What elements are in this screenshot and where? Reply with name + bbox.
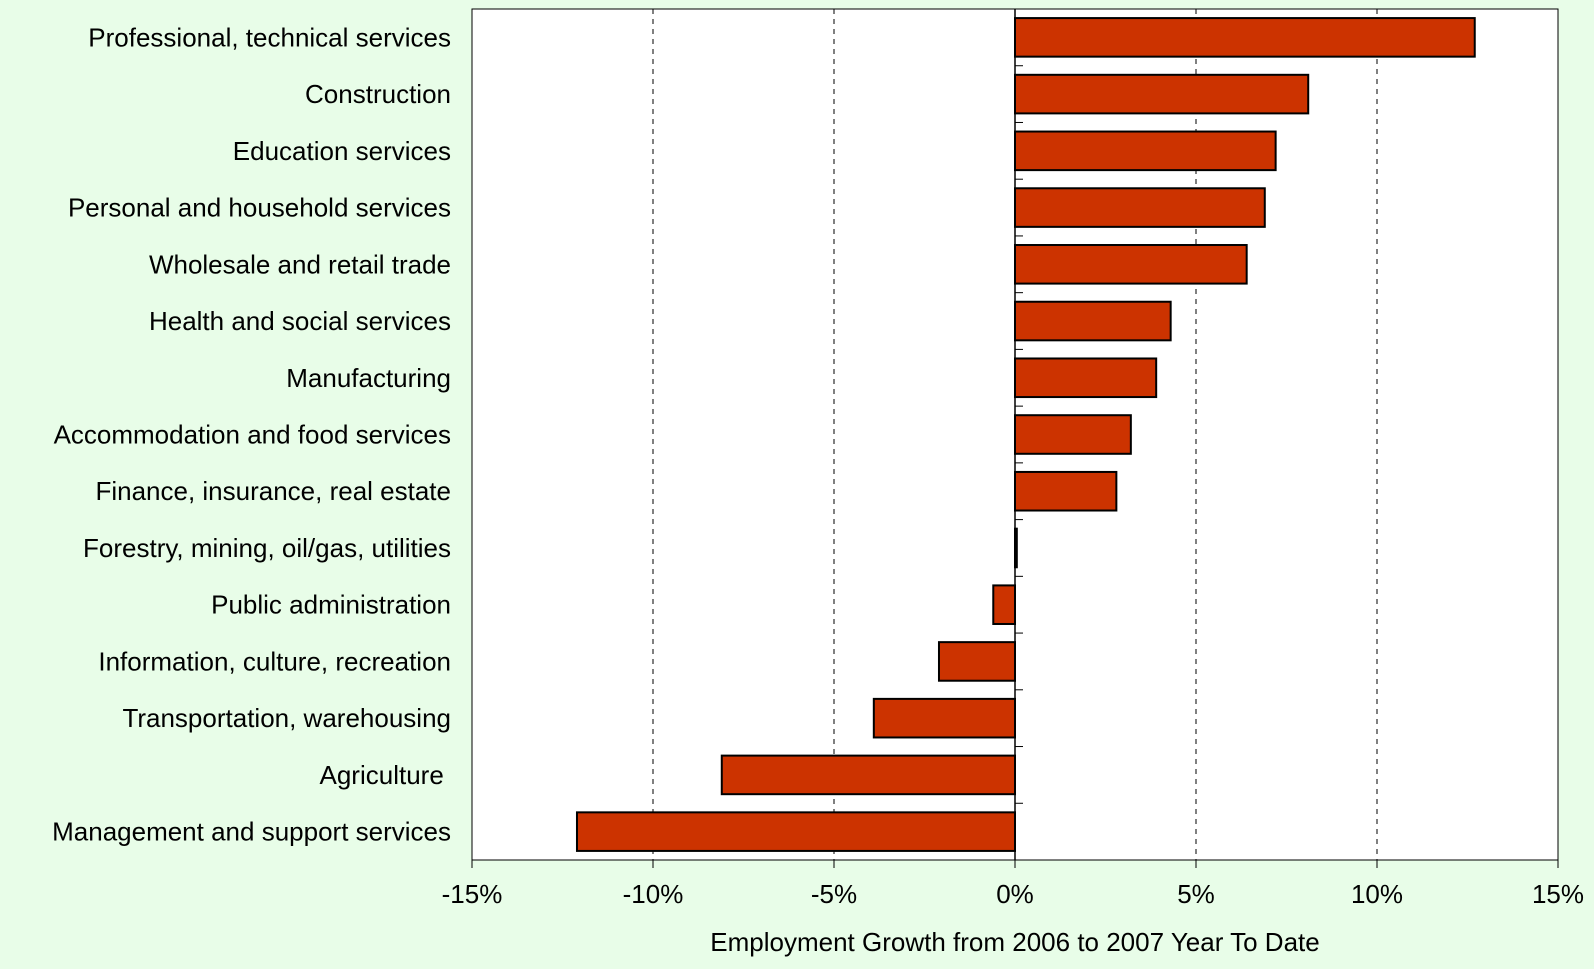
bar (872, 697, 1016, 739)
category-label: Wholesale and retail trade (149, 249, 451, 279)
category-label: Personal and household services (68, 193, 451, 223)
category-label: Agriculture (320, 760, 452, 790)
category-label: Education services (233, 136, 451, 166)
x-tick-label: 15% (1532, 879, 1584, 909)
category-label: Professional, technical services (88, 22, 451, 52)
bar (1014, 244, 1248, 285)
category-label: Manufacturing (286, 363, 451, 393)
bar (575, 811, 1016, 852)
category-label: Management and support services (52, 817, 451, 847)
bar (1014, 130, 1277, 172)
x-tick-label: 5% (1177, 879, 1215, 909)
x-tick-label: 10% (1351, 879, 1403, 909)
axes: -15% -10% -5% 0% 5% 10% 15% (442, 8, 1584, 909)
x-tick-label: -15% (442, 879, 503, 909)
bars (575, 17, 1476, 852)
x-tick-label: 0% (996, 879, 1034, 909)
category-label: Health and social services (149, 306, 451, 336)
bar (937, 641, 1016, 682)
category-labels: Professional, technical services Construc… (52, 22, 451, 846)
bar (1014, 73, 1310, 115)
x-axis-title: Employment Growth from 2006 to 2007 Year… (710, 927, 1319, 957)
x-tick-label: -10% (623, 879, 684, 909)
bar (720, 754, 1017, 796)
bar (1014, 187, 1266, 228)
category-label: Finance, insurance, real estate (95, 476, 451, 506)
category-label: Accommodation and food services (54, 420, 451, 450)
category-label: Public administration (211, 590, 451, 620)
category-label: Forestry, mining, oil/gas, utilities (83, 533, 451, 563)
bar (1014, 470, 1118, 512)
bar (1014, 357, 1158, 399)
x-tick-label: -5% (811, 879, 857, 909)
bar (992, 584, 1017, 625)
category-label: Information, culture, recreation (98, 646, 451, 676)
bar (1014, 17, 1476, 58)
bar (1014, 414, 1132, 455)
category-label: Construction (305, 79, 451, 109)
category-label: Transportation, warehousing (122, 703, 451, 733)
bar (1014, 300, 1172, 342)
